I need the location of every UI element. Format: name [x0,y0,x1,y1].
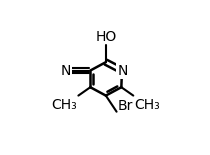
Text: HO: HO [95,30,117,44]
Text: N: N [117,64,128,78]
Text: Br: Br [118,99,133,113]
Text: CH₃: CH₃ [51,98,77,112]
Text: CH₃: CH₃ [134,98,160,112]
Text: N: N [61,64,71,78]
